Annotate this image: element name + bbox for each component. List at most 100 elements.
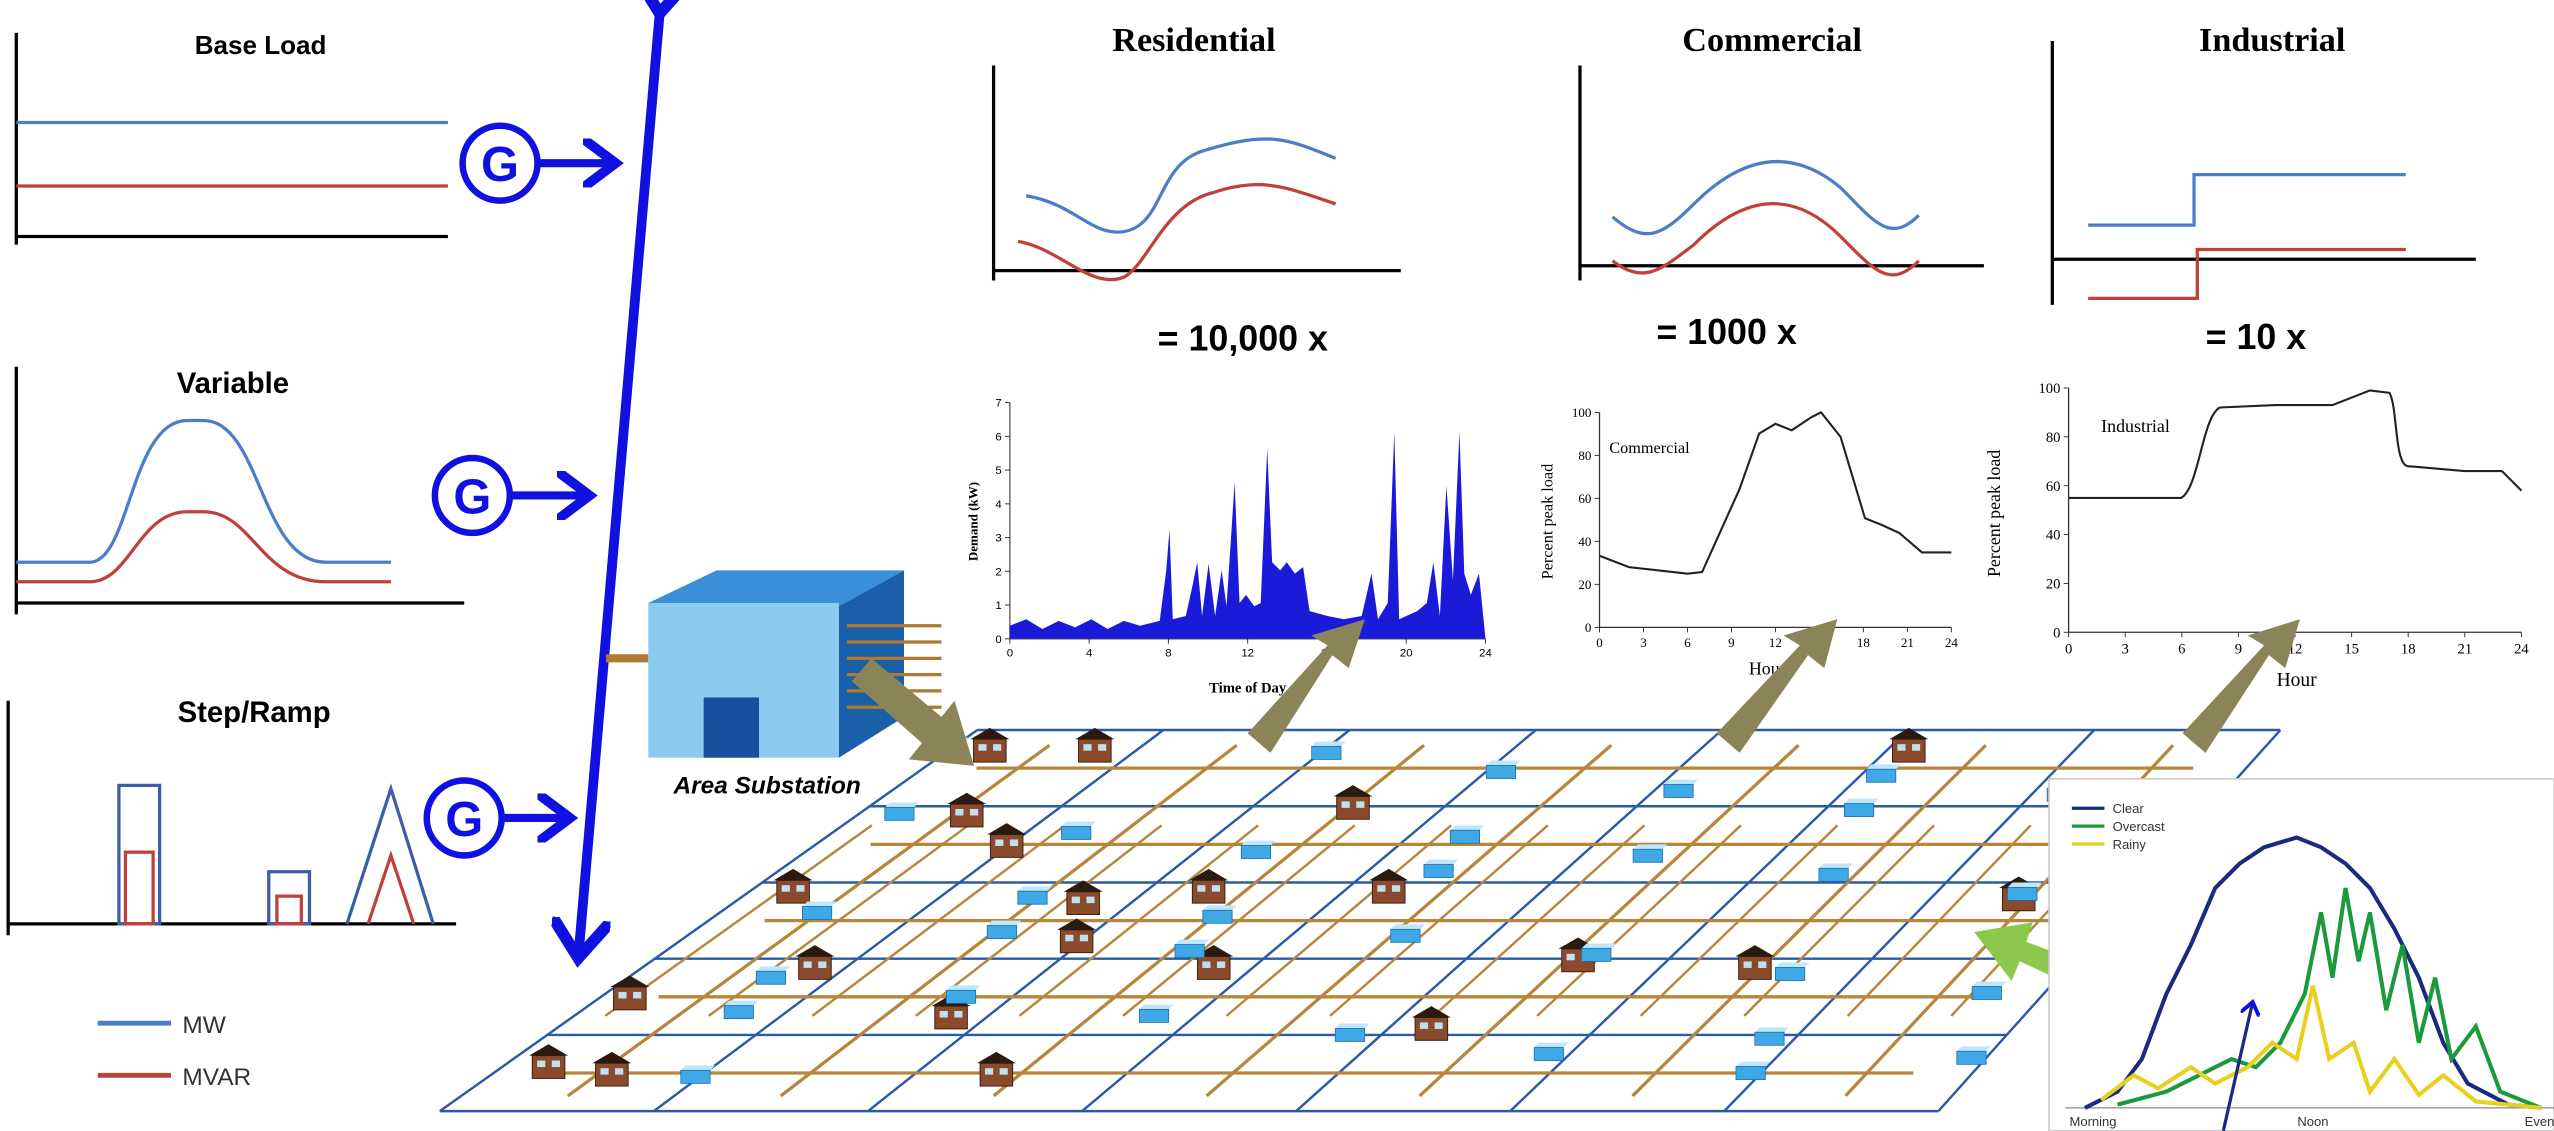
transformer — [1335, 1024, 1369, 1042]
x-tick-label: 21 — [2458, 641, 2473, 657]
industrial-sketch: Industrial = 10 x — [2052, 22, 2475, 357]
transformer — [1664, 780, 1698, 798]
transformer — [1175, 940, 1209, 958]
base-load-panel-part: Base Load — [195, 30, 327, 60]
transformer — [681, 1065, 715, 1083]
solar-chart: Clear Overcast Rainy Morning Noon Evenin… — [2049, 779, 2554, 1131]
x-tick-label: 24 — [1945, 635, 1959, 650]
transformer — [1312, 741, 1346, 759]
y-tick-label: 7 — [995, 398, 1001, 410]
building — [795, 945, 834, 979]
page: { "generation": { "panels": [{"title": "… — [0, 0, 2554, 1131]
step-ramp-panel-part: Step/Ramp — [178, 696, 331, 729]
y-tick-label: 80 — [1578, 448, 1592, 463]
transformer — [946, 985, 980, 1003]
substation-part: Area Substation — [673, 773, 861, 800]
transformer — [1062, 822, 1096, 840]
transformer — [1633, 844, 1667, 862]
residential-profile-part: Time of Day — [1209, 681, 1287, 697]
x-tick-label: 6 — [1684, 635, 1691, 650]
transformer — [2008, 883, 2042, 901]
transformer — [1391, 924, 1425, 942]
generator-label: G — [445, 793, 483, 847]
y-tick-label: 4 — [995, 499, 1001, 511]
y-tick-label: 2 — [995, 566, 1001, 578]
residential-sketch-part — [994, 65, 1401, 280]
residential-sketch-part — [1026, 139, 1335, 232]
y-tick-label: 0 — [2053, 625, 2060, 641]
transformer — [1018, 886, 1052, 904]
y-tick-label: 100 — [1572, 405, 1592, 420]
commercial-sketch-part: Commercial — [1682, 22, 1862, 59]
transformer — [1775, 963, 1809, 981]
commercial-sketch-part — [1613, 162, 1919, 234]
residential-profile-part — [961, 388, 1499, 706]
transformer — [885, 802, 919, 820]
residential-sketch-part: Residential — [1112, 22, 1275, 59]
commercial-profile-part — [1531, 391, 1958, 684]
building — [970, 728, 1009, 762]
x-tick-label: 4 — [1086, 648, 1092, 660]
industrial-profile-part: Industrial — [2101, 416, 2170, 436]
transformer — [724, 1001, 758, 1019]
legend-part: MVAR — [182, 1064, 251, 1091]
x-tick-label: 6 — [2178, 641, 2185, 657]
building — [1064, 880, 1103, 914]
building — [947, 793, 986, 827]
industrial-profile-part: Hour — [2277, 670, 2318, 691]
building — [1189, 869, 1228, 903]
y-tick-label: 20 — [2046, 577, 2061, 593]
building — [1075, 728, 1114, 762]
industrial-sketch-part: = 10 x — [2206, 317, 2307, 357]
transformer — [1736, 1062, 1770, 1080]
y-tick-label: 0 — [995, 634, 1001, 646]
y-tick-label: 1 — [995, 600, 1001, 612]
legend-part: MW — [182, 1012, 225, 1039]
commercial-profile-part: Percent peak load — [1537, 464, 1556, 580]
residential-sketch-part: = 10,000 x — [1158, 318, 1328, 358]
substation-part — [704, 697, 759, 757]
x-tick-label: 15 — [2344, 641, 2359, 657]
transformer — [1844, 799, 1878, 817]
x-tick-label: 3 — [2122, 641, 2129, 657]
step-ramp-panel-part — [125, 852, 153, 924]
y-tick-label: 3 — [995, 533, 1001, 545]
transformer — [1972, 982, 2006, 1000]
legend: MW MVAR — [98, 1012, 251, 1091]
variable-panel-part: Variable — [177, 367, 289, 400]
diagram: Base Load Variable Step/Ramp MW MVAR G — [0, 0, 2554, 1131]
step-ramp-panel-part — [277, 896, 301, 924]
solar-chart-part: Evening — [2525, 1114, 2554, 1129]
transformer — [1582, 943, 1616, 961]
transformer — [1241, 841, 1275, 859]
variable-panel: Variable — [16, 367, 464, 615]
building — [977, 1052, 1016, 1086]
commercial-profile-part: Commercial — [1609, 438, 1690, 457]
x-tick-label: 20 — [1400, 648, 1413, 660]
base-load-panel-part — [16, 33, 448, 245]
x-tick-label: 12 — [1241, 648, 1254, 660]
building — [529, 1044, 568, 1078]
step-ramp-panel: Step/Ramp — [8, 696, 456, 935]
x-tick-label: 9 — [2235, 641, 2242, 657]
residential-profile: Demand (kW) Time of Day 0481216202401234… — [961, 388, 1499, 706]
y-tick-label: 60 — [2046, 479, 2061, 495]
commercial-sketch-part: = 1000 x — [1656, 312, 1797, 352]
y-tick-label: 80 — [2046, 430, 2061, 446]
transformer — [1819, 863, 1853, 881]
transformer — [756, 966, 790, 984]
y-tick-label: 0 — [1585, 620, 1592, 635]
solar-chart-part: Overcast — [2113, 819, 2165, 834]
variable-panel-part — [16, 512, 391, 582]
transformer — [1139, 1004, 1173, 1022]
base-load-panel: Base Load — [16, 30, 448, 245]
y-tick-label: 60 — [1578, 491, 1592, 506]
transformer — [1424, 860, 1458, 878]
y-tick-label: 6 — [995, 431, 1001, 443]
transformer — [1866, 764, 1900, 782]
industrial-sketch-part — [2088, 175, 2406, 225]
x-tick-label: 0 — [1596, 635, 1603, 650]
step-ramp-panel-part — [368, 855, 414, 923]
